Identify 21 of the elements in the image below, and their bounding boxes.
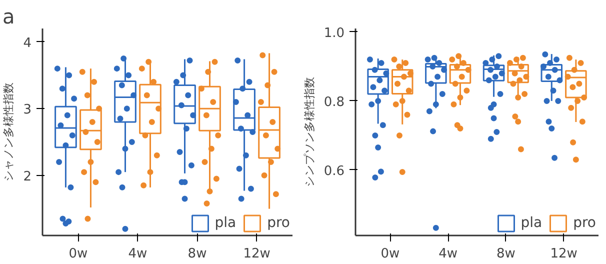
legend-label: pla bbox=[214, 215, 236, 231]
x-tick-label: 8w bbox=[496, 246, 516, 262]
x-tick-label: 0w bbox=[68, 246, 88, 262]
x-tick-label: 12w bbox=[243, 246, 271, 262]
x-tick-label: 4w bbox=[438, 246, 458, 262]
y-tick-label: 4 bbox=[23, 36, 32, 51]
y-axis-title: シャノン多様性指数 bbox=[2, 82, 16, 182]
y-tick-label: 0.6 bbox=[324, 164, 345, 179]
y-tick-label: 0.8 bbox=[324, 94, 345, 110]
y-axis-title: シンプソン多様性指数 bbox=[302, 77, 316, 187]
x-tick-label: 4w bbox=[128, 246, 148, 262]
y-tick-label: 3 bbox=[23, 102, 32, 118]
legend-label: pro bbox=[267, 215, 290, 231]
x-tick-label: 8w bbox=[188, 246, 208, 262]
legend-label: pro bbox=[573, 215, 596, 231]
x-tick-label: 12w bbox=[550, 246, 578, 262]
y-tick-label: 2 bbox=[23, 169, 32, 184]
x-tick-label: 0w bbox=[380, 246, 400, 262]
chart-title: a bbox=[2, 4, 15, 28]
y-tick-label: 1.0 bbox=[324, 26, 345, 41]
legend-label: pla bbox=[520, 215, 542, 231]
